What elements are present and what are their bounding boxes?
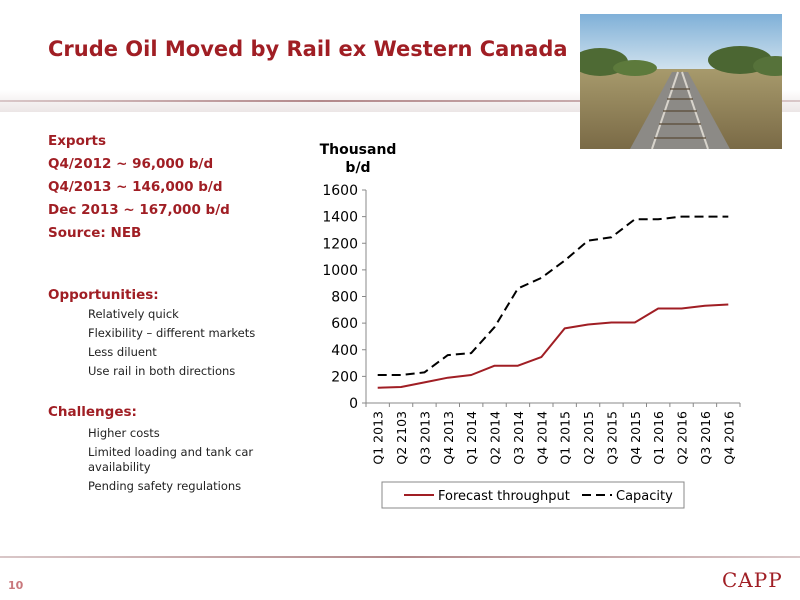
page-title: Crude Oil Moved by Rail ex Western Canad… [48,37,568,61]
forecast-series-line [377,303,729,389]
title-divider [0,100,800,102]
x-tick-label: Q3 2013 [417,411,432,465]
page-number: 10 [8,579,24,592]
footer-divider [0,556,800,558]
exports-line: Dec 2013 ~ 167,000 b/d [48,202,230,218]
x-tick-label: Q3 2015 [604,411,619,465]
chart-svg: Thousand b/d 0 200 400 600 800 1000 1200 1400 1600… [320,142,741,509]
x-tick-label: Q2 2016 [675,411,690,465]
exports-line: Q4/2012 ~ 96,000 b/d [48,156,214,172]
exports-source: Source: NEB [48,225,142,241]
y-tick-label: 600 [331,316,358,332]
railway-track-photo [580,14,782,149]
x-tick-label: Q1 2013 [371,411,386,465]
exports-line: Q4/2013 ~ 146,000 b/d [48,179,223,195]
y-tick-label: 200 [331,369,358,385]
x-tick-label: Q3 2014 [511,411,526,465]
x-tick-label: Q4 2014 [534,411,549,465]
legend-label-capacity: Capacity [616,489,673,504]
opportunities-list: Relatively quick Flexibility – different… [88,307,278,383]
y-axis-label: Thousand [320,142,397,158]
x-tick-label: Q1 2014 [464,411,479,465]
y-tick-label: 0 [349,396,358,412]
x-tick-label: Q4 2015 [628,411,643,465]
x-tick-label: Q1 2016 [651,411,666,465]
y-axis-label: b/d [345,160,370,176]
x-tick-label: Q2 2014 [488,411,503,465]
logo-text: CAPP [722,568,783,592]
legend-label-forecast: Forecast throughput [438,489,570,504]
capp-logo: CAPP [722,568,783,592]
y-tick-label: 800 [331,290,358,306]
x-tick-label: Q3 2016 [698,411,713,465]
list-item: Relatively quick [88,307,179,321]
list-item: Less diluent [88,345,157,359]
x-tick-label: Q2 2103 [394,411,409,465]
list-item: Use rail in both directions [88,364,236,378]
x-tick-label: Q2 2015 [581,411,596,465]
exports-heading: Exports [48,133,107,149]
list-item: Limited loading and tank car availabilit… [88,445,254,474]
list-item: Higher costs [88,426,160,440]
rail-volume-chart: Thousand b/d 0 200 400 600 800 1000 1200 1400 1600… [300,140,760,525]
list-item: Flexibility – different markets [88,326,256,340]
capacity-series-line [377,215,729,376]
y-tick-label: 400 [331,343,358,359]
x-tick-label: Q4 2016 [721,411,736,465]
y-tick-label: 1600 [322,183,358,199]
list-item: Pending safety regulations [88,479,242,493]
challenges-heading: Challenges: [48,404,137,420]
y-tick-label: 1000 [322,263,358,279]
x-tick-label: Q4 2013 [441,411,456,465]
y-tick-label: 1200 [322,236,358,252]
x-tick-label: Q1 2015 [558,411,573,465]
challenges-list: Higher costs Limited loading and tank ca… [88,426,278,498]
exports-block: Exports Q4/2012 ~ 96,000 b/d Q4/2013 ~ 1… [48,130,230,245]
opportunities-heading: Opportunities: [48,287,159,303]
y-tick-label: 1400 [322,210,358,226]
